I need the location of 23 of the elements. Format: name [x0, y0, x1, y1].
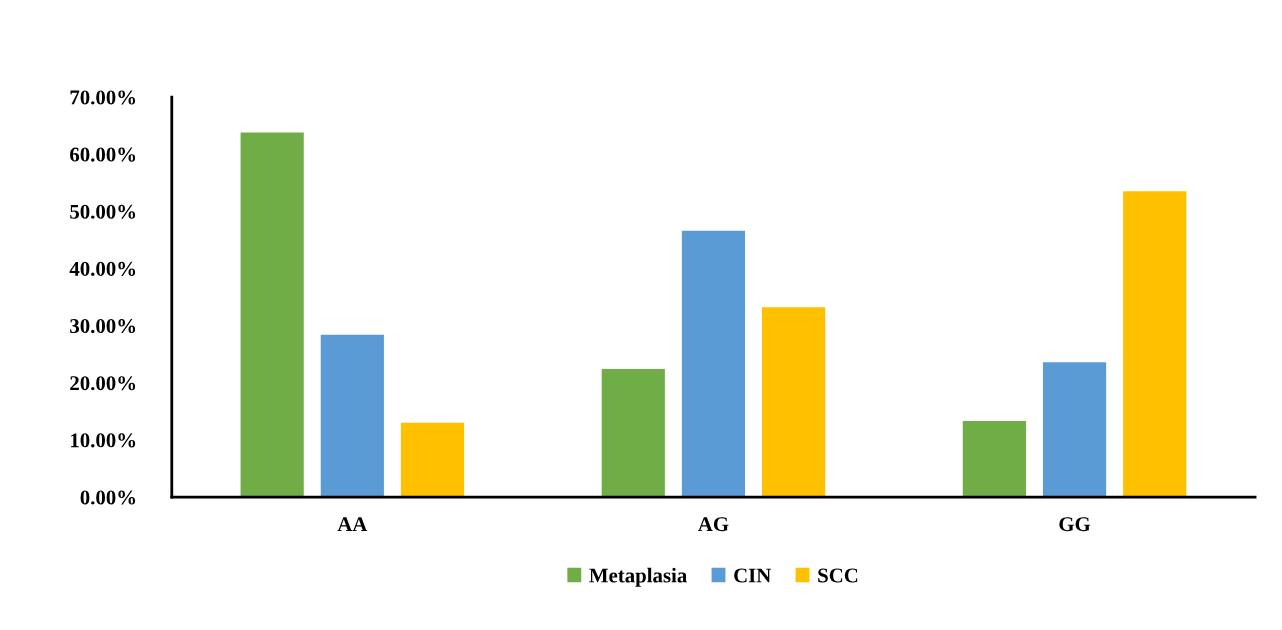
y-tick-label: 20.00%: [70, 376, 136, 391]
x-tick-label: GG: [1059, 517, 1091, 532]
bar: [762, 307, 826, 498]
y-tick-label: 10.00%: [71, 433, 136, 448]
bar: [1042, 362, 1107, 498]
y-tick-label: 60.00%: [70, 147, 136, 162]
bar: [1123, 191, 1187, 498]
y-tick-label: 0.00%: [80, 490, 136, 505]
bar: [962, 421, 1026, 498]
bar: [400, 422, 465, 498]
y-tick-label: 40.00%: [69, 261, 136, 276]
bar: [240, 132, 304, 498]
bar: [681, 230, 746, 498]
bar: [601, 369, 665, 498]
legend-label: CIN: [734, 568, 772, 583]
bar: [320, 334, 384, 498]
x-tick-label: AA: [337, 517, 368, 531]
y-tick-label: 30.00%: [70, 318, 136, 334]
legend-label: SCC: [818, 568, 858, 583]
y-tick-label: 50.00%: [70, 204, 136, 219]
y-tick-label: 70.00%: [70, 90, 136, 105]
x-tick-label: AG: [698, 517, 729, 532]
legend-label: Metaplasia: [589, 567, 687, 587]
